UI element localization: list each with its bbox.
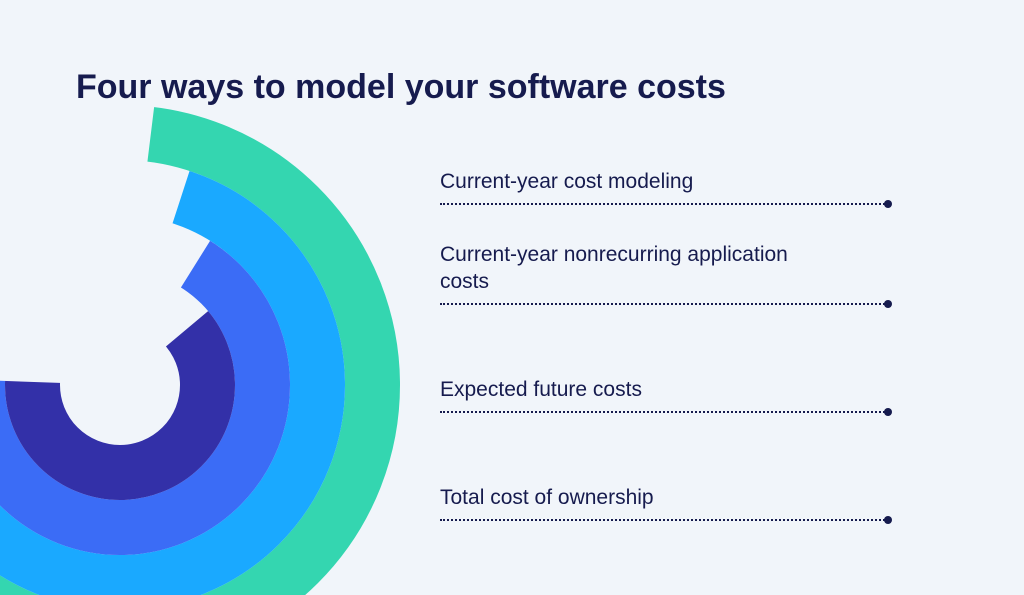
label-total-ownership-dot xyxy=(884,516,892,524)
label-current-year: Current-year cost modeling xyxy=(440,168,693,195)
label-current-year-dot xyxy=(884,200,892,208)
page-title: Four ways to model your software costs xyxy=(76,68,726,107)
label-nonrecurring-dot xyxy=(884,300,892,308)
label-nonrecurring-leader xyxy=(440,303,888,305)
infographic-canvas: Four ways to model your software costs C… xyxy=(0,0,1024,595)
label-expected-future-dot xyxy=(884,408,892,416)
label-expected-future: Expected future costs xyxy=(440,376,642,403)
label-current-year-leader xyxy=(440,203,888,205)
label-nonrecurring: Current-year nonrecurring application co… xyxy=(440,241,800,296)
label-total-ownership-leader xyxy=(440,519,888,521)
label-total-ownership: Total cost of ownership xyxy=(440,484,654,511)
label-expected-future-leader xyxy=(440,411,888,413)
